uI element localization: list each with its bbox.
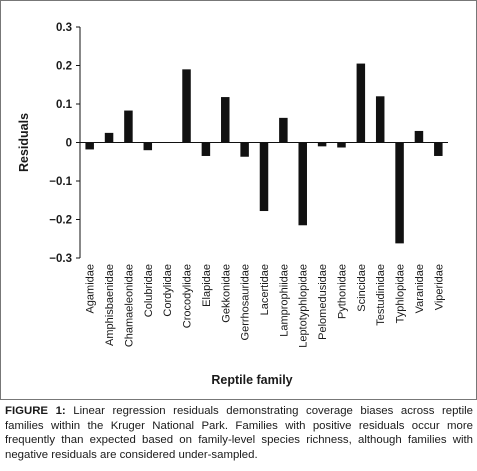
x-tick-label: Typhlopidae <box>395 264 407 323</box>
x-tick-label: Cordylidae <box>162 264 174 317</box>
figure-caption: FIGURE 1: Linear regression residuals de… <box>5 404 473 462</box>
x-tick-label: Amphisbaenidae <box>104 264 116 346</box>
x-tick-label: Lamprophiidae <box>278 264 290 337</box>
x-tick-label: Leptotyphlopidae <box>298 264 310 348</box>
figure-frame: 0.3 0.2 0.1 0 −0.1 −0.2 −0.3 Residuals Agamidae A… <box>0 0 477 400</box>
bar-gekkonidae <box>221 97 230 143</box>
y-tick-label: −0.1 <box>49 176 72 188</box>
x-tick-label: Viperidae <box>433 264 445 310</box>
y-tick-label: 0.1 <box>56 99 73 111</box>
x-tick-label: Colubridae <box>143 264 155 317</box>
y-tick-label: 0.3 <box>56 22 72 34</box>
x-tick-label: Gekkonidae <box>220 264 232 323</box>
x-tick-label: Gerrhosauridae <box>240 264 252 340</box>
bar-colubridae <box>143 142 153 151</box>
y-tick-label: 0.2 <box>56 61 72 73</box>
bar-lacertidae <box>259 142 269 212</box>
x-axis-title: Reptile family <box>211 373 292 387</box>
x-tick-label: Scincidae <box>356 264 368 312</box>
x-tick-label: Testudinidae <box>375 264 387 326</box>
bar-pelomedusidae <box>317 142 327 147</box>
bar-viperidae <box>434 142 443 156</box>
bar-chamaeleonidae <box>124 110 133 143</box>
x-tick-label: Agamidae <box>85 264 97 314</box>
x-tick-label: Varanidae <box>414 264 426 313</box>
bar-elapidae <box>201 142 211 156</box>
x-tick-label: Chamaeleonidae <box>123 264 135 347</box>
bar-pythonidae <box>337 142 346 148</box>
y-tick-label: 0 <box>66 138 72 150</box>
bar-agamidae <box>85 142 94 150</box>
residuals-bar-chart: 0.3 0.2 0.1 0 −0.1 −0.2 −0.3 Residuals Agamidae A… <box>17 22 448 387</box>
y-tick-label: −0.3 <box>49 253 72 265</box>
x-tick-label: Elapidae <box>201 264 213 307</box>
bar-varanidae <box>414 130 424 143</box>
bar-testudinidae <box>375 96 385 143</box>
bar-lamprophiidae <box>279 117 288 143</box>
x-tick-label: Crocodylidae <box>182 264 194 328</box>
x-tick-label: Lacertidae <box>259 264 271 315</box>
bar-typhlopidae <box>395 142 404 244</box>
bar-scincidae <box>356 63 366 143</box>
caption-text: Linear regression residuals demonstratin… <box>5 405 473 461</box>
x-tick-label: Pelomedusidae <box>317 264 329 340</box>
bar-leptotyphlopidae <box>298 142 307 226</box>
x-tick-label: Pythonidae <box>336 264 348 319</box>
y-axis-title: Residuals <box>17 113 31 172</box>
bar-crocodylidae <box>182 69 191 143</box>
bar-amphisbaenidae <box>104 132 114 143</box>
bar-gerrhosauridae <box>240 142 249 157</box>
caption-label: FIGURE 1: <box>5 405 66 417</box>
y-tick-label: −0.2 <box>49 215 72 227</box>
